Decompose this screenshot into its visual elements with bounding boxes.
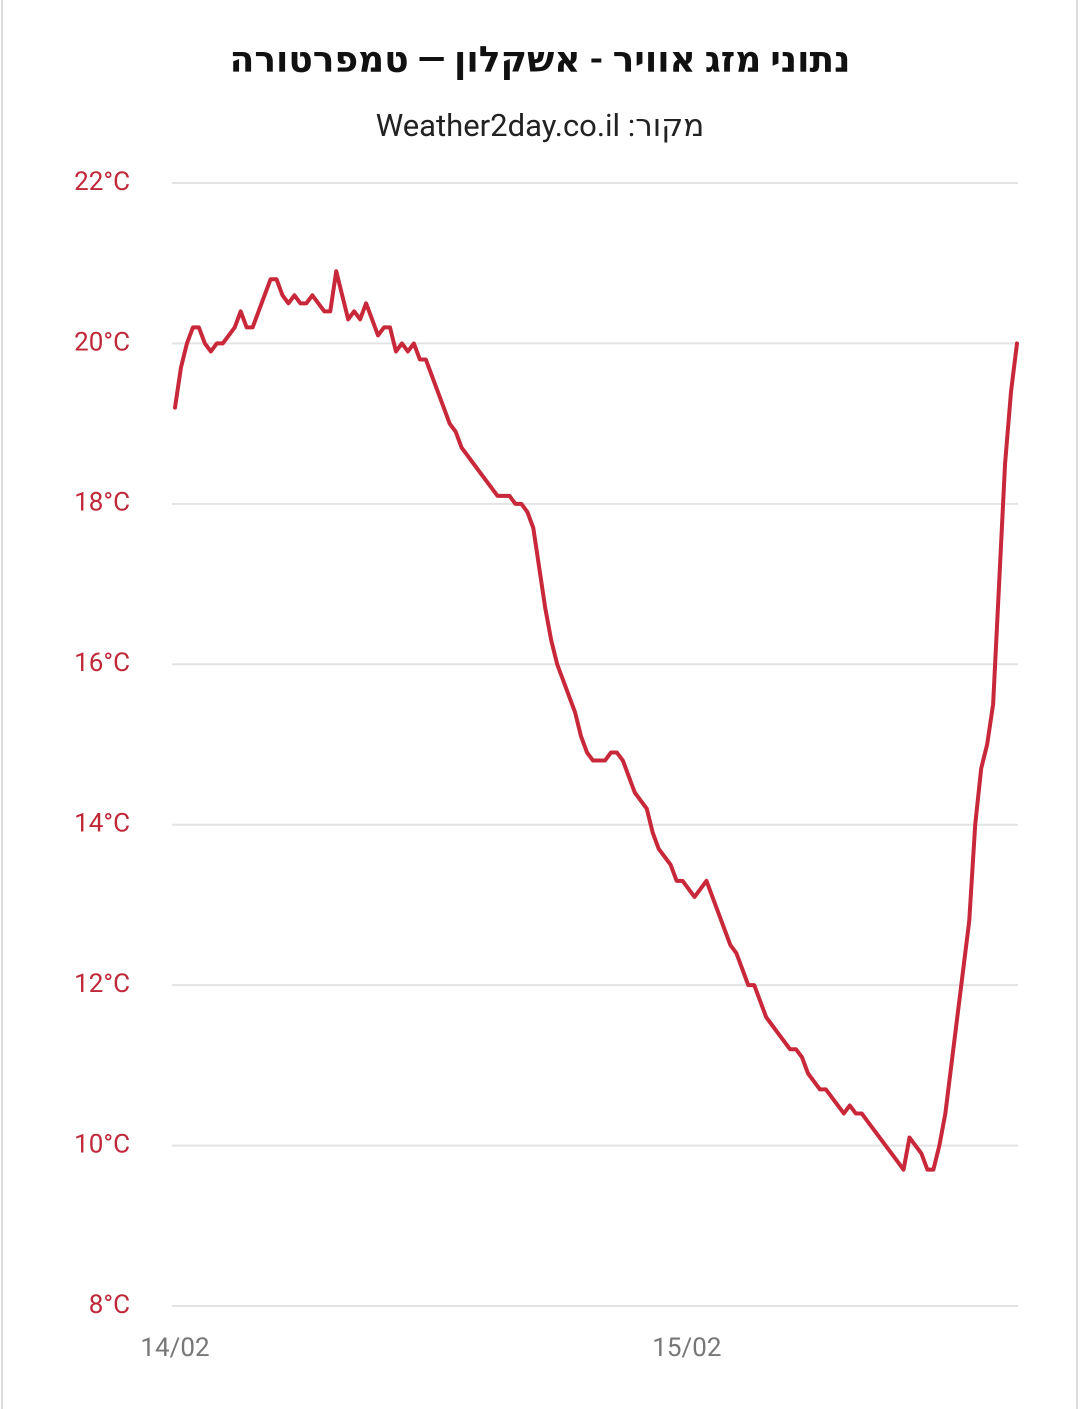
chart-subtitle: מקור: Weather2day.co.il [376,107,705,144]
chart-title: נתוני מזג אוויר - אשקלון — טמפרטורה [230,39,851,81]
y-tick-label: 16°C [74,648,130,678]
x-tick-label: 15/02 [652,1333,721,1363]
y-tick-label: 8°C [89,1290,130,1320]
y-tick-label: 14°C [74,809,130,839]
temperature-line [173,269,1019,1172]
y-tick-label: 12°C [74,969,130,999]
y-tick-label: 18°C [74,488,130,518]
y-tick-label: 22°C [74,167,130,197]
x-tick-label: 14/02 [140,1333,209,1363]
y-tick-label: 10°C [74,1129,130,1159]
y-tick-label: 20°C [74,327,130,357]
